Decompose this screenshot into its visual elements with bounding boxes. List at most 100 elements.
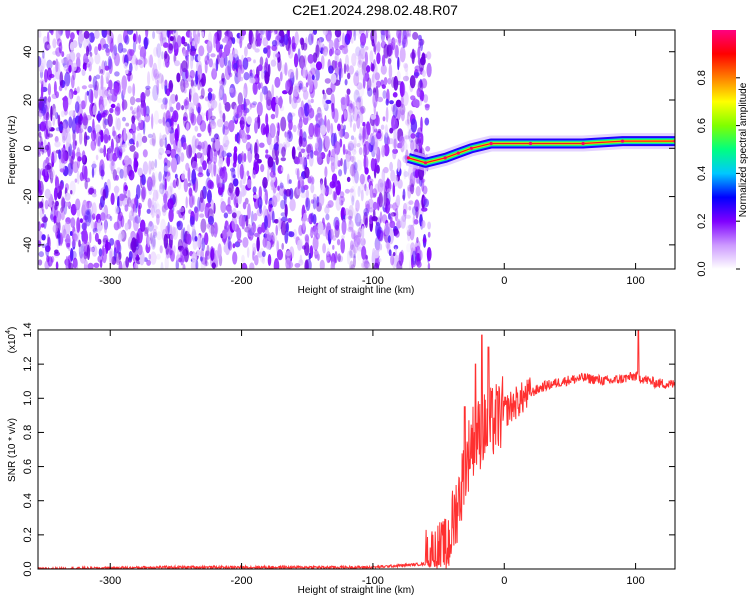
- spectrogram-noise-blob: [148, 253, 152, 260]
- spectrogram-noise-blob: [154, 171, 158, 183]
- spectrogram-noise-blob: [344, 93, 348, 106]
- colorbar-tick-label: 0.6: [696, 118, 708, 133]
- spectrogram-noise-blob: [142, 161, 149, 175]
- spectrogram-noise-blob: [353, 137, 357, 149]
- spectrogram-noise-blob: [201, 31, 205, 38]
- spectrogram-noise-blob: [154, 73, 158, 85]
- spectrogram-noise-blob: [239, 163, 244, 180]
- spectrogram-noise-blob: [114, 205, 120, 215]
- spectrogram-noise-blob: [217, 243, 222, 260]
- spectrogram-noise-blob: [107, 55, 112, 70]
- spectrogram-noise-blob: [374, 128, 378, 133]
- spectrogram-noise-blob: [207, 91, 213, 101]
- spectrogram-noise-blob: [165, 121, 171, 135]
- signal-track-point: [443, 156, 447, 160]
- spectrogram-noise-blob: [369, 132, 375, 146]
- spectrogram-noise-blob: [351, 231, 356, 240]
- spectrogram-noise-blob: [102, 238, 109, 243]
- spectrogram-noise-blob: [259, 91, 263, 103]
- spectrogram-noise-blob: [141, 174, 146, 186]
- spectrogram-noise-blob: [378, 192, 384, 208]
- spectrogram-noise-blob: [67, 91, 73, 106]
- spectrogram-noise-blob: [157, 73, 164, 84]
- spectrogram-noise-blob: [174, 60, 181, 67]
- spectrogram-noise-blob: [171, 226, 176, 237]
- spectrogram-noise-blob: [99, 148, 104, 154]
- spectrogram-noise-blob: [55, 30, 61, 42]
- colorbar-tick-label: 0.4: [696, 166, 708, 181]
- spectrogram-noise-blob: [352, 105, 359, 122]
- spectrogram-noise-blob: [51, 103, 56, 116]
- spectrogram-noise-blob: [309, 232, 314, 237]
- spectrogram-noise-blob: [246, 179, 253, 189]
- spectrogram-noise-blob: [353, 89, 360, 103]
- spectrogram-noise-blob: [127, 189, 131, 201]
- spectrogram-noise-blob: [315, 44, 320, 58]
- spectrogram-noise-blob: [109, 95, 114, 101]
- spectrogram-noise-blob: [228, 120, 235, 133]
- spectrogram-noise-blob: [360, 189, 364, 202]
- spectrogram-noise-blob: [404, 35, 407, 40]
- spectrogram-noise-blob: [393, 129, 397, 139]
- spectrogram-noise-blob: [276, 35, 282, 41]
- spectrogram-noise-blob: [324, 206, 330, 215]
- spectrogram-noise-blob: [322, 30, 328, 36]
- spectrogram-noise-blob: [291, 42, 297, 50]
- spectrogram-noise-blob: [169, 249, 173, 258]
- spectrogram-noise-blob: [346, 30, 352, 41]
- spectrogram-noise-blob: [207, 160, 212, 174]
- spectrogram-noise-blob: [144, 226, 149, 235]
- spectrogram-noise-blob: [269, 123, 276, 139]
- spectrogram-noise-blob: [239, 179, 243, 189]
- spectrogram-noise-blob: [72, 257, 78, 269]
- spectrogram-noise-blob: [291, 146, 296, 160]
- spectrogram-noise-blob: [151, 197, 155, 209]
- spectrogram-noise-blob: [262, 177, 268, 189]
- spectrogram-noise-blob: [301, 69, 308, 79]
- spectrogram-noise-blob: [307, 54, 314, 64]
- spectrogram-noise-blob: [286, 131, 293, 143]
- spectrogram-noise-blob: [196, 152, 203, 159]
- snr-y-tick-label: 1.2: [22, 356, 34, 371]
- spectrogram-noise-blob: [344, 188, 350, 194]
- spectrogram-noise-blob: [140, 101, 146, 116]
- spectrogram-noise-blob: [152, 225, 158, 231]
- spectrogram-noise-blob: [109, 238, 115, 246]
- spectrogram-noise-blob: [241, 216, 246, 230]
- spectrogram-noise-blob: [97, 43, 102, 51]
- spectrogram-noise-blob: [137, 167, 143, 176]
- spectrogram-noise-blob: [415, 186, 421, 197]
- spectrogram-noise-blob: [336, 239, 341, 246]
- spectrogram-noise-blob: [302, 131, 307, 142]
- spectrogram-noise-blob: [200, 87, 205, 99]
- spectrogram-noise-blob: [146, 208, 151, 214]
- spectrogram-noise-blob: [62, 228, 67, 239]
- spectrogram-noise-blob: [364, 72, 370, 82]
- spectrogram-noise-blob: [154, 203, 161, 212]
- spectrogram-noise-blob: [103, 134, 109, 144]
- spectrogram-noise-blob: [221, 169, 228, 183]
- spectrogram-noise-blob: [160, 261, 164, 269]
- spectrogram-noise-blob: [94, 46, 98, 56]
- spectrogram-noise-blob: [287, 79, 292, 88]
- spectrogram-noise-blob: [285, 133, 289, 144]
- spectrogram-noise-blob: [94, 30, 100, 39]
- spectrogram-noise-blob: [330, 261, 336, 269]
- spectrogram-noise-blob: [150, 175, 156, 187]
- spectrogram-noise-blob: [86, 45, 89, 57]
- spectrogram-noise-blob: [360, 113, 364, 124]
- spectrogram-noise-blob: [295, 157, 301, 165]
- spectrogram-noise-blob: [246, 247, 250, 258]
- spectrogram-noise-blob: [358, 95, 363, 112]
- spectrogram-noise-blob: [170, 115, 174, 131]
- spectrogram-noise-blob: [169, 82, 174, 89]
- spectrogram-noise-blob: [361, 61, 367, 77]
- spectrogram-noise-blob: [68, 88, 74, 100]
- spectrogram-y-tick-label: 20: [22, 94, 34, 106]
- spectrogram-noise-blob: [387, 136, 390, 145]
- spectrogram-noise-blob: [267, 254, 272, 266]
- spectrogram-noise-blob: [128, 250, 133, 261]
- spectrogram-noise-blob: [133, 262, 139, 269]
- spectrogram-noise-blob: [328, 150, 331, 158]
- spectrogram-noise-blob: [108, 134, 111, 141]
